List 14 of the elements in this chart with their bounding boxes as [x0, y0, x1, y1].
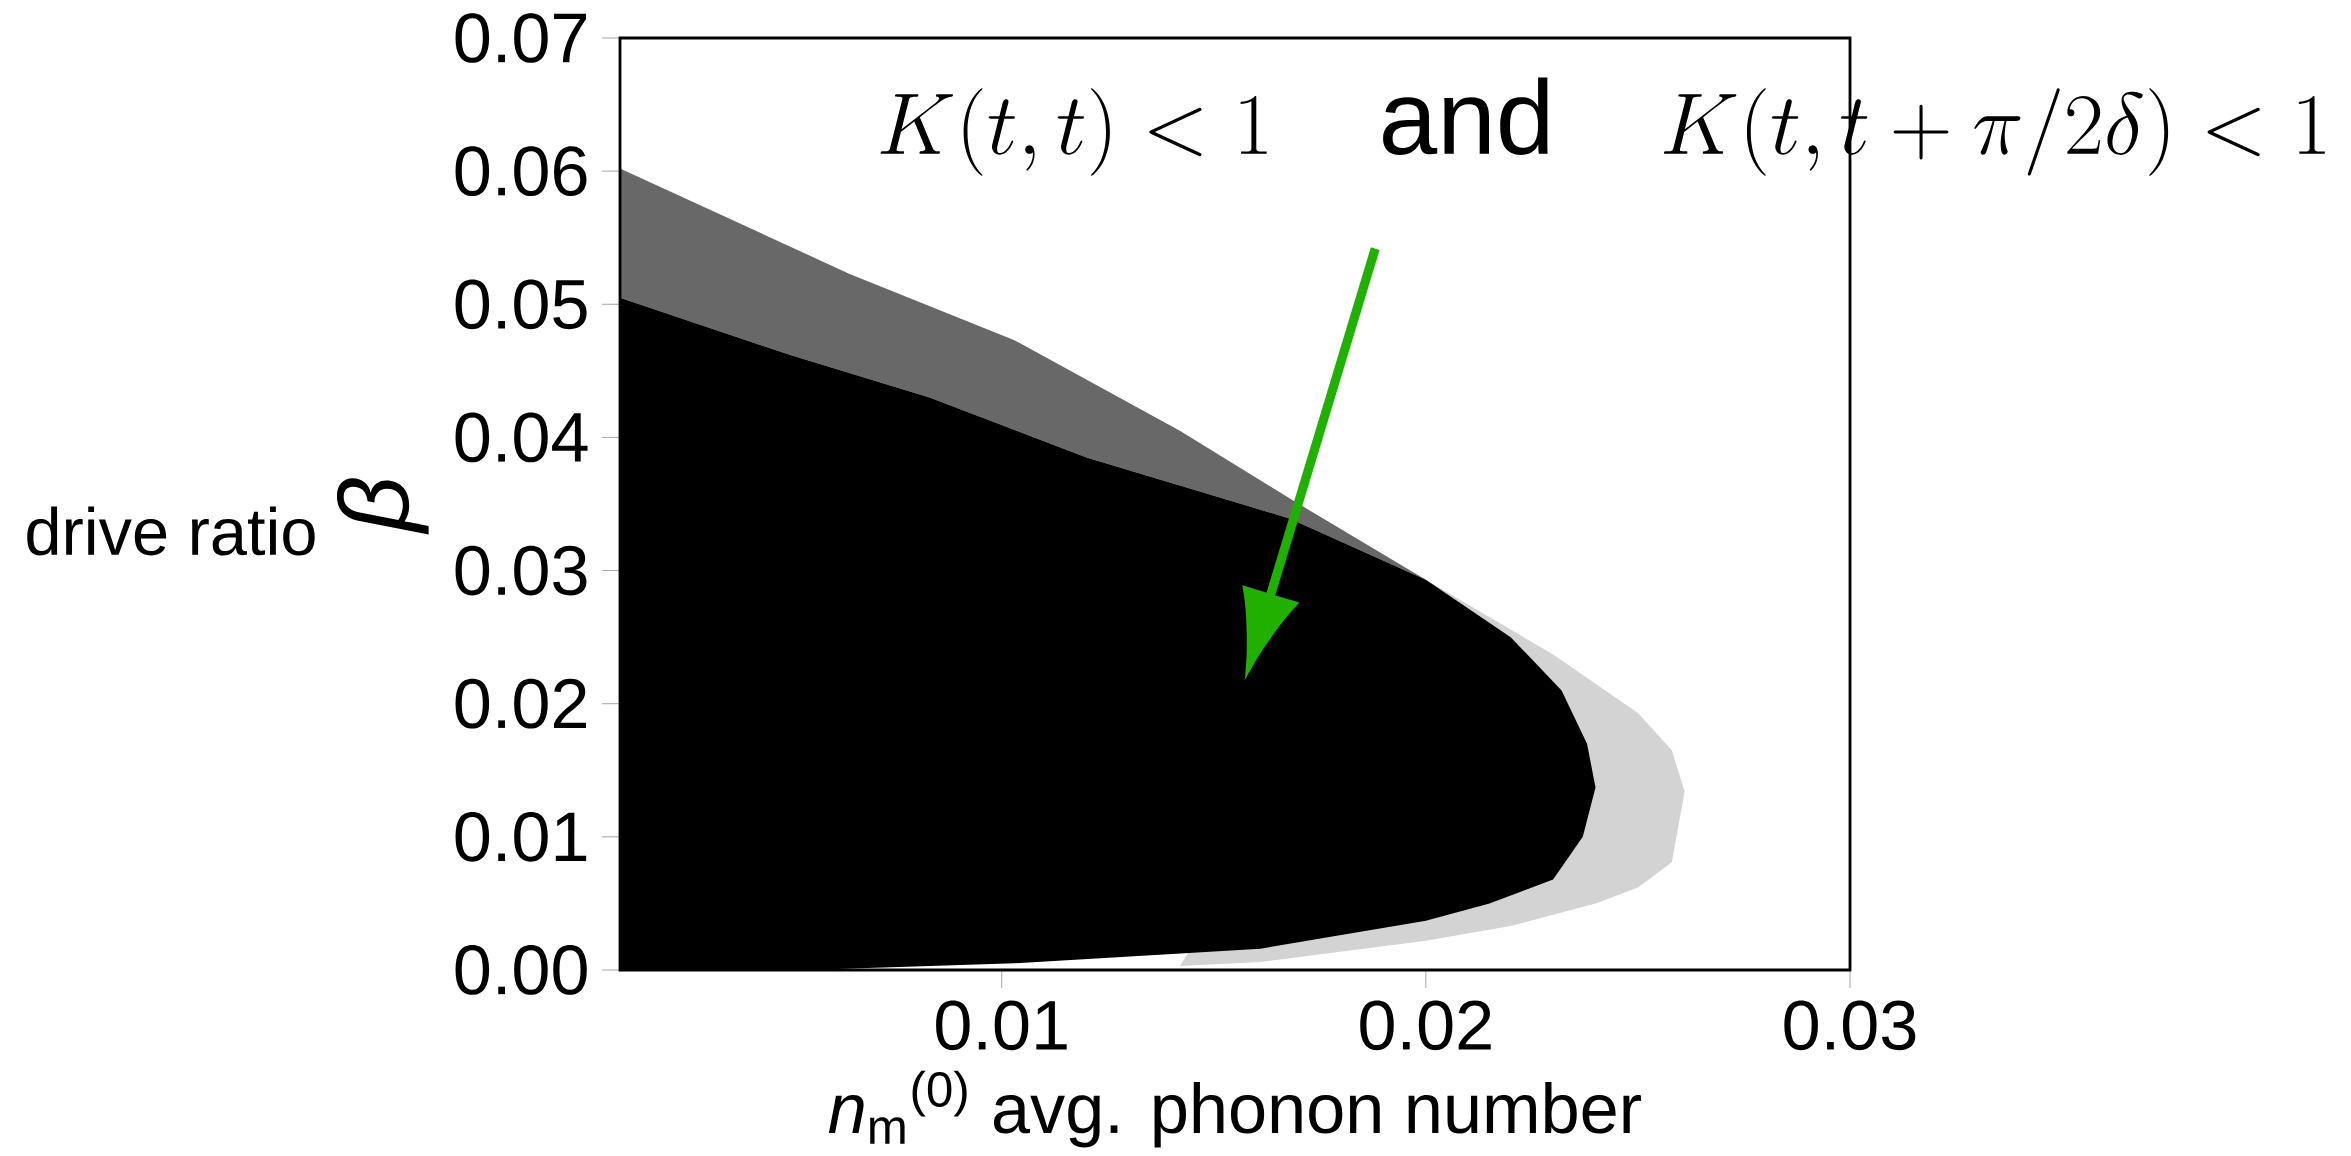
y-tick-label: 0.03 [455, 545, 587, 596]
y-tick-label: 0.05 [455, 279, 587, 330]
y-tick-label: 0.04 [455, 412, 588, 463]
y-tick-label: 0.02 [455, 678, 587, 729]
x-tick-label: 0.03 [1784, 1000, 1916, 1051]
y-tick-label: 0.00 [455, 945, 587, 995]
y-tick-label: 0.01 [455, 811, 587, 862]
x-axis-title: n$_{m}$$^{(0)}$ avg. phonon number [828, 1070, 1641, 1148]
y-axis-title: β [336, 478, 429, 535]
text: drive ratio [27, 506, 315, 556]
x-tick-label: 0.01 [936, 1000, 1067, 1051]
y-tick-label: 0.06 [455, 146, 587, 197]
y-tick-label: 0.07 [455, 13, 587, 63]
x-tick-label: 0.02 [1360, 1000, 1491, 1051]
